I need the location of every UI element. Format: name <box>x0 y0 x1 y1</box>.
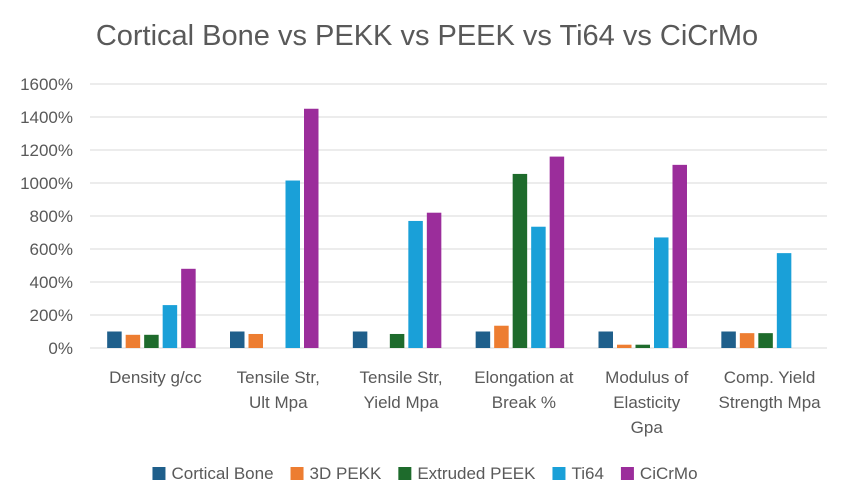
bar-extruded-peek <box>144 334 159 348</box>
bar-ti64 <box>162 305 178 348</box>
category-label: Tensile Str, <box>237 368 320 387</box>
bar-extruded-peek <box>389 333 405 348</box>
category-label: Break % <box>492 393 556 412</box>
gridlines <box>90 83 827 349</box>
legend-label: CiCrMo <box>640 464 698 483</box>
bar-3d-pekk <box>739 333 755 348</box>
legend-swatch <box>552 467 566 480</box>
category-labels: Density g/cc Tensile Str, Ult Mpa Tensile S… <box>109 368 821 437</box>
y-tick-label: 1200% <box>20 141 73 160</box>
bar-ti64 <box>776 253 792 348</box>
bar-cortical-bone <box>598 331 613 348</box>
legend-swatch <box>152 467 166 480</box>
legend-swatch <box>290 467 304 480</box>
category-label: Yield Mpa <box>364 393 440 412</box>
y-tick-label: 200% <box>30 306 73 325</box>
bar-3d-pekk <box>125 334 141 348</box>
bar-3d-pekk <box>494 325 509 348</box>
category-label: Modulus of <box>605 368 688 387</box>
category-label: Comp. Yield <box>724 368 816 387</box>
bar-extruded-peek <box>512 173 528 348</box>
bar-cicrmo <box>181 268 196 348</box>
category-label: Density g/cc <box>109 368 202 387</box>
bar-ti64 <box>408 220 423 348</box>
y-tick-label: 400% <box>30 273 73 292</box>
bar-3d-pekk <box>617 344 632 348</box>
bar-cortical-bone <box>721 331 736 348</box>
bar-3d-pekk <box>248 333 263 348</box>
legend-label: Cortical Bone <box>171 464 273 483</box>
bar-ti64 <box>531 226 546 348</box>
bar-extruded-peek <box>758 333 773 348</box>
legend-label: 3D PEKK <box>310 464 382 483</box>
legend-swatch <box>398 467 412 480</box>
bar-cortical-bone <box>352 331 368 348</box>
category-label: Elasticity <box>613 393 681 412</box>
y-tick-label: 1400% <box>20 108 73 127</box>
bar-cicrmo <box>304 108 319 348</box>
bar-extruded-peek <box>635 344 650 348</box>
y-axis-ticks: 0% 200% 400% 600% 800% 1000% 1200% 1400% 1600% <box>20 75 73 358</box>
y-tick-label: 600% <box>30 240 73 259</box>
legend: Cortical Bone 3D PEKK Extruded PEEK Ti64 CiC… <box>152 464 698 483</box>
y-tick-label: 800% <box>30 207 73 226</box>
y-tick-label: 1000% <box>20 174 73 193</box>
bar-ti64 <box>654 237 669 348</box>
y-tick-label: 0% <box>48 339 73 358</box>
category-label: Gpa <box>631 418 664 437</box>
category-label: Strength Mpa <box>719 393 822 412</box>
legend-swatch <box>620 467 634 480</box>
y-tick-label: 1600% <box>20 75 73 94</box>
legend-label: Extruded PEEK <box>417 464 536 483</box>
category-label: Elongation at <box>474 368 574 387</box>
chart-title: Cortical Bone vs PEKK vs PEEK vs Ti64 vs… <box>96 20 758 52</box>
bar-cicrmo <box>672 164 687 348</box>
category-label: Ult Mpa <box>249 393 308 412</box>
bar-cortical-bone <box>107 331 122 348</box>
legend-label: Ti64 <box>571 464 603 483</box>
bar-cortical-bone <box>475 331 491 348</box>
bar-cicrmo <box>549 156 565 348</box>
bar-ti64 <box>285 180 300 348</box>
bars <box>107 108 792 348</box>
bar-cortical-bone <box>230 331 245 348</box>
bar-cicrmo <box>426 212 442 348</box>
category-label: Tensile Str, <box>360 368 443 387</box>
